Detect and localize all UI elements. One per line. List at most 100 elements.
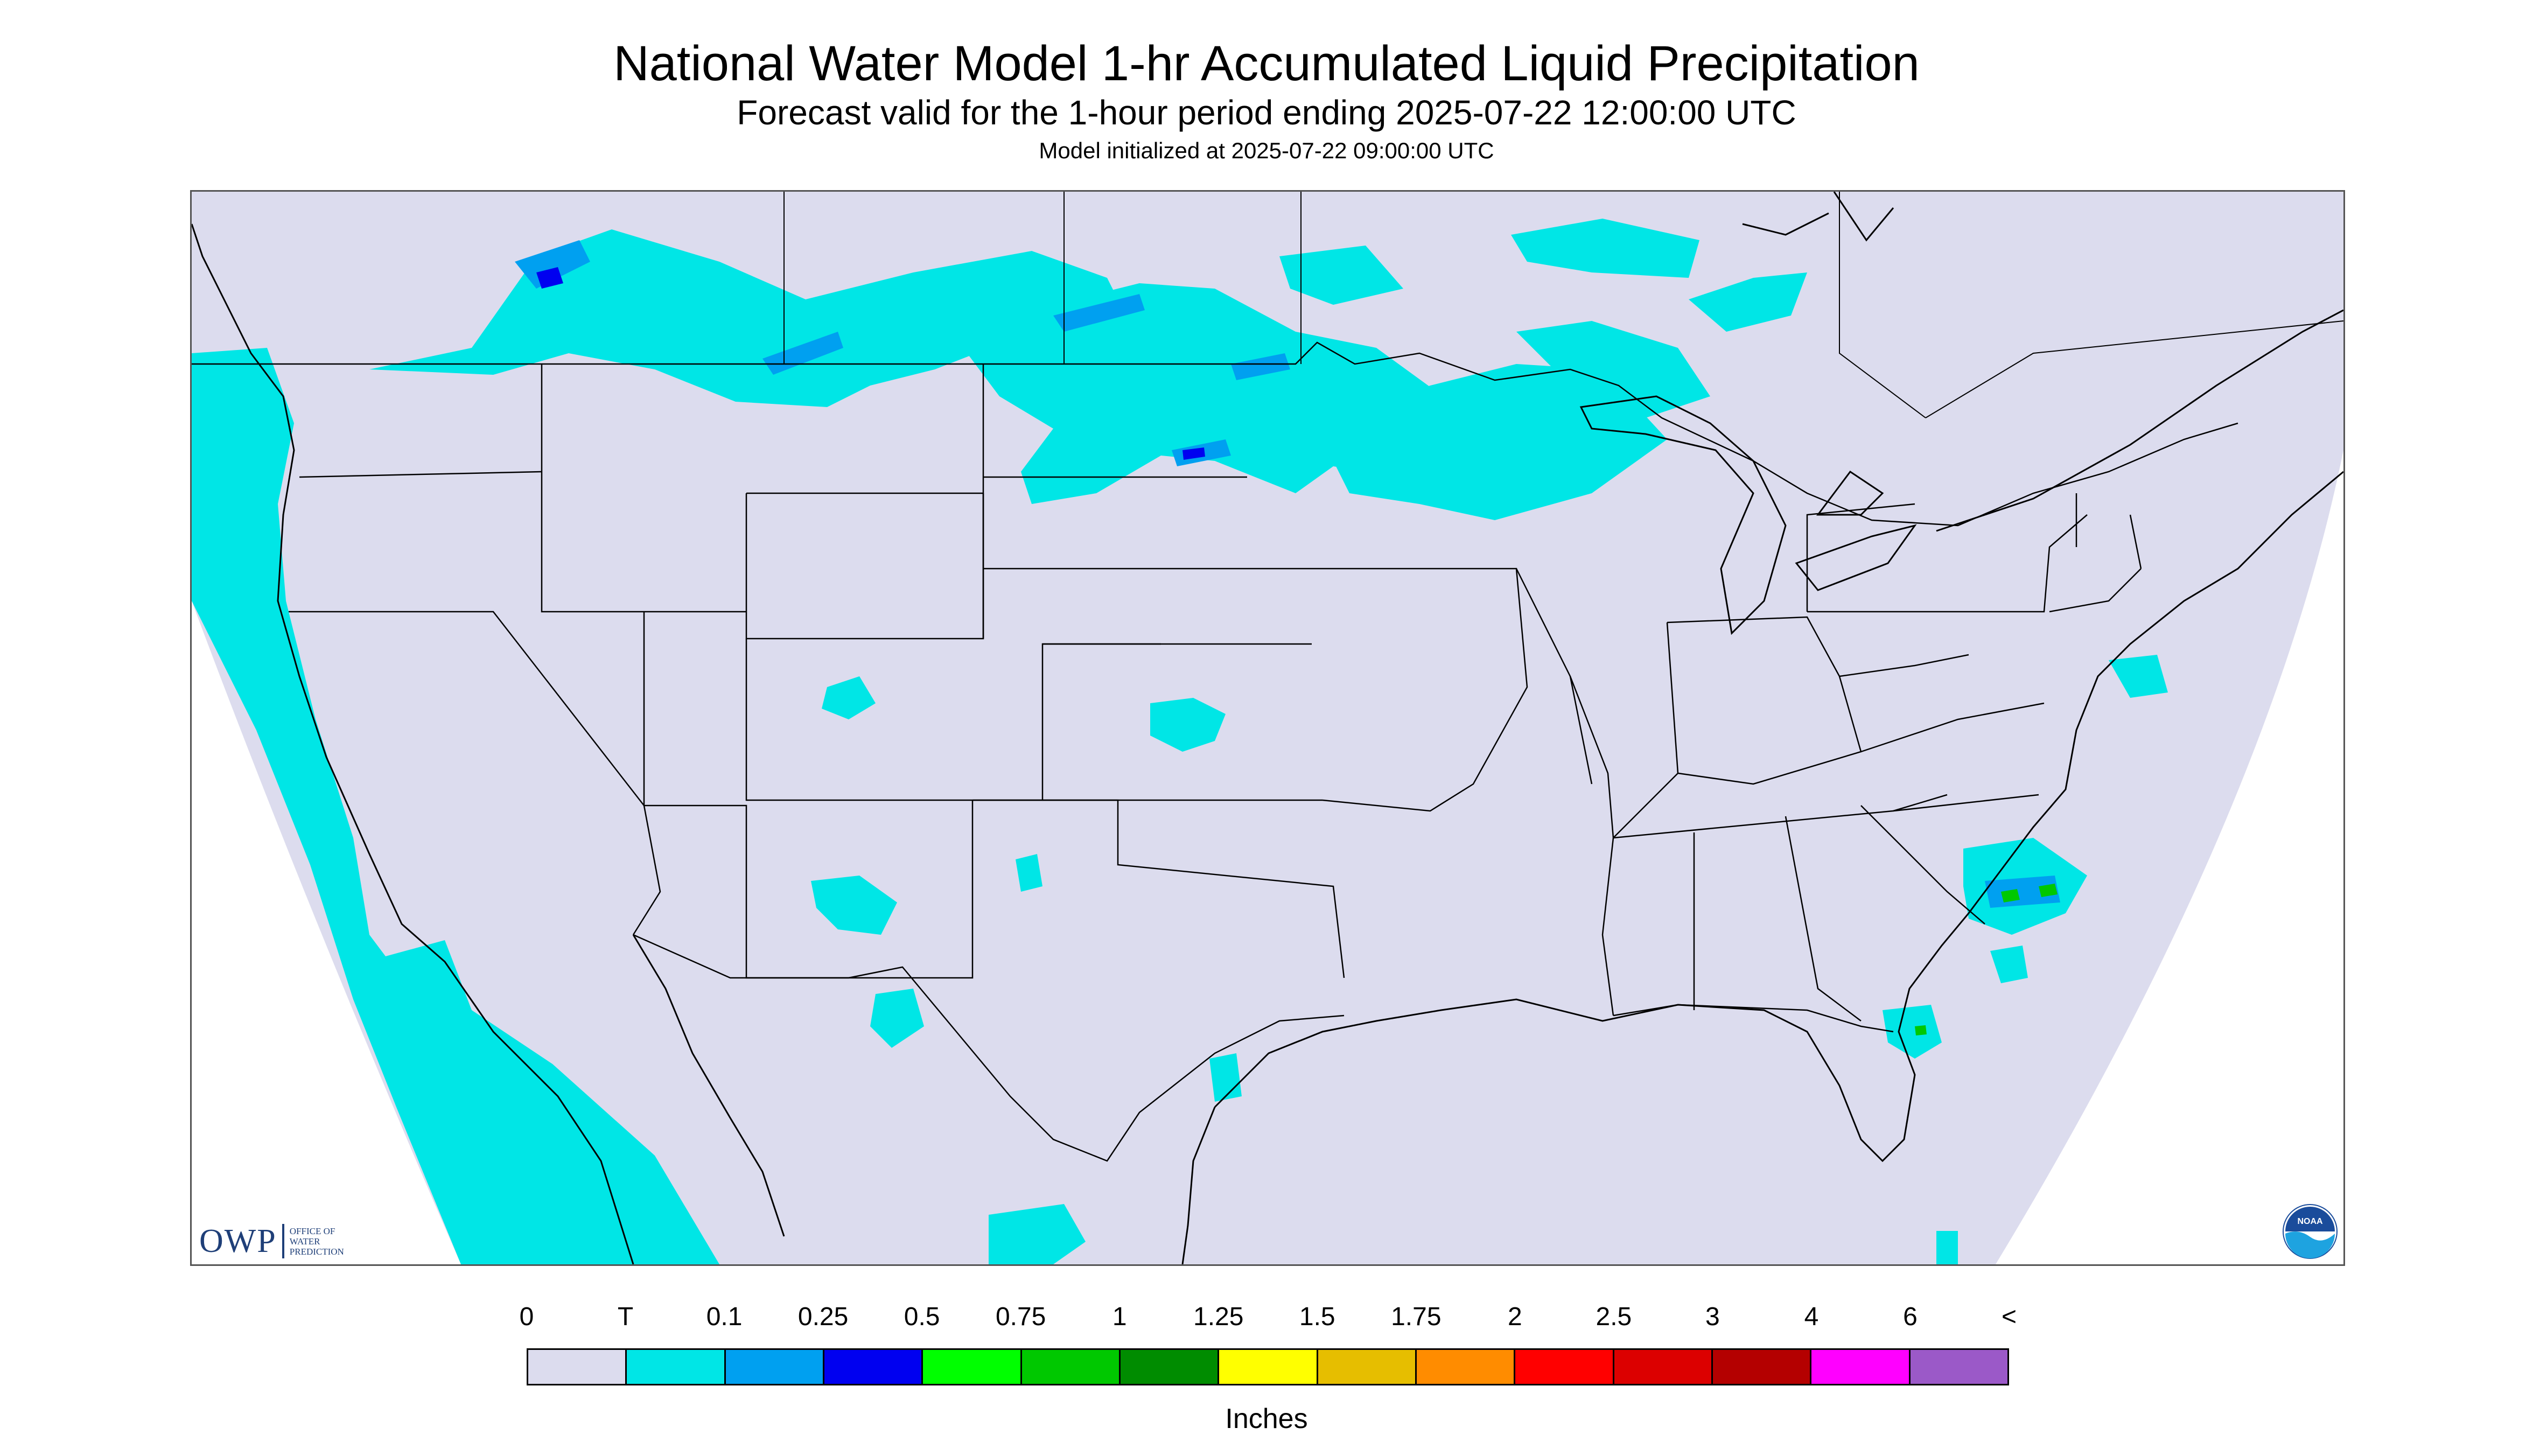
owp-logo-divider bbox=[282, 1224, 284, 1258]
southeast-states bbox=[1693, 805, 1985, 1021]
map-canvas bbox=[192, 192, 2343, 1264]
legend-swatch bbox=[824, 1350, 923, 1384]
legend-units: Inches bbox=[1225, 1403, 1308, 1434]
legend-tick-label: 0.75 bbox=[995, 1303, 1046, 1331]
canada-border bbox=[192, 341, 2238, 527]
virginia-carolina bbox=[1839, 654, 2045, 812]
owp-logo-line: Office of bbox=[289, 1226, 335, 1236]
superior-cloud bbox=[1516, 321, 1710, 418]
legend-tick-label: 2 bbox=[1507, 1303, 1522, 1331]
legend-tick-label: 1.5 bbox=[1299, 1303, 1335, 1331]
legend-swatch bbox=[1120, 1350, 1220, 1384]
legend-swatch bbox=[923, 1350, 1022, 1384]
noaa-logo-text: NOAA bbox=[2297, 1217, 2323, 1226]
pennsylvania-ny bbox=[1806, 503, 2088, 613]
legend-swatch bbox=[1416, 1350, 1516, 1384]
legend-swatch bbox=[1910, 1350, 2007, 1384]
legend-swatch bbox=[1811, 1350, 1911, 1384]
owp-logo-line: Prediction bbox=[289, 1246, 344, 1257]
legend-tick-label: 1.75 bbox=[1391, 1303, 1442, 1331]
precip-moderate-areas bbox=[536, 267, 1205, 460]
gulf-line bbox=[1613, 1004, 1894, 1033]
legend-tick-label: 0.5 bbox=[904, 1303, 940, 1331]
legend-swatch bbox=[1515, 1350, 1614, 1384]
texas-cloud bbox=[870, 989, 924, 1048]
canada-provinces bbox=[783, 192, 2343, 418]
oklahoma-texas bbox=[972, 799, 1345, 978]
precip-legend-bar bbox=[527, 1348, 2009, 1385]
gulf-coast bbox=[1214, 471, 2343, 1163]
mexico-cloud bbox=[989, 1204, 1086, 1264]
state-boundaries bbox=[192, 341, 2238, 1162]
legend-swatch bbox=[1318, 1350, 1417, 1384]
map-subtitle: Forecast valid for the 1-hour period end… bbox=[737, 93, 1796, 132]
nm-cloud bbox=[811, 876, 897, 935]
nd-cloud-east bbox=[1279, 246, 1403, 305]
legend-tick-label: 3 bbox=[1705, 1303, 1720, 1331]
map-title: National Water Model 1-hr Accumulated Li… bbox=[613, 36, 1920, 91]
legend-tick-label: 1.25 bbox=[1193, 1303, 1244, 1331]
florida-strait-cloud bbox=[1936, 1231, 1958, 1264]
model-init-line: Model initialized at 2025-07-22 09:00:00… bbox=[1039, 138, 1494, 163]
atlantic-core-3 bbox=[1915, 1025, 1927, 1035]
atlantic-core-1 bbox=[2001, 889, 2020, 902]
ohio-kentucky bbox=[1667, 616, 1862, 785]
texas-mexico bbox=[848, 966, 1345, 1162]
legend-tick-label: T bbox=[617, 1303, 634, 1331]
pacific-coast-precip bbox=[192, 348, 719, 1264]
legend-swatch bbox=[1712, 1350, 1812, 1384]
legend-swatch bbox=[1219, 1350, 1318, 1384]
dakota-core bbox=[1182, 447, 1205, 460]
legend-swatch bbox=[1021, 1350, 1121, 1384]
great-lakes bbox=[1579, 395, 1917, 635]
precipitation-map bbox=[190, 190, 2345, 1266]
dakota-band-1 bbox=[1053, 294, 1145, 332]
legend-tick-label: 4 bbox=[1804, 1303, 1819, 1331]
west-coast bbox=[192, 223, 634, 1264]
owp-logo-line: Water bbox=[289, 1236, 320, 1247]
mexico-gulf-coast bbox=[1181, 1107, 1216, 1264]
owp-logo: OWP Office of Water Prediction bbox=[199, 1220, 344, 1263]
legend-tick-label: 6 bbox=[1903, 1303, 1918, 1331]
nm-cloud2 bbox=[1016, 854, 1042, 892]
baja-coast bbox=[632, 934, 785, 1237]
dakotas bbox=[982, 364, 1269, 639]
model-domain bbox=[192, 192, 2343, 1264]
precip-heavy-areas bbox=[1915, 884, 2058, 1035]
atlantic-cloud-2 bbox=[1883, 1005, 1942, 1059]
kansas-cloud bbox=[1150, 698, 1226, 752]
legend-tick-label: 0.1 bbox=[706, 1303, 743, 1331]
arizona-mexico bbox=[633, 934, 849, 979]
st-lawrence bbox=[1936, 309, 2343, 532]
legend-tick-label: 2.5 bbox=[1596, 1303, 1632, 1331]
legend-swatch bbox=[528, 1350, 627, 1384]
atlantic-cloud-3 bbox=[1990, 946, 2028, 983]
colorado-cloud bbox=[822, 676, 876, 719]
new-england bbox=[2049, 493, 2142, 613]
wisconsin-cloud bbox=[1333, 364, 1667, 520]
dakota-cloud bbox=[967, 283, 1446, 504]
legend-tick-label: < bbox=[2001, 1303, 2017, 1331]
legend-swatch bbox=[1614, 1350, 1713, 1384]
gulf-cloud bbox=[1209, 1053, 1242, 1102]
province-lines bbox=[783, 192, 2343, 418]
legend-swatch bbox=[725, 1350, 824, 1384]
idaho-line bbox=[541, 364, 746, 613]
legend-swatch bbox=[627, 1350, 726, 1384]
owp-logo-letters: OWP bbox=[199, 1222, 277, 1259]
ontario-cloud bbox=[1511, 219, 1699, 278]
mississippi-river bbox=[1515, 568, 1614, 1016]
atlantic-cloud-4 bbox=[2109, 655, 2168, 698]
washington-oregon bbox=[299, 471, 542, 478]
legend-tick-label: 0 bbox=[519, 1303, 534, 1331]
montana-core bbox=[536, 267, 563, 289]
noaa-logo: NOAA bbox=[2283, 1204, 2338, 1259]
hudson-bay-edge bbox=[1742, 192, 1894, 242]
owp-logo-subtitle: Office of Water Prediction bbox=[290, 1226, 344, 1257]
legend-tick-label: 0.25 bbox=[797, 1303, 849, 1331]
legend-tick-label: 1 bbox=[1112, 1303, 1127, 1331]
dakota-band-3 bbox=[1231, 353, 1290, 380]
quebec-cloud bbox=[1689, 272, 1807, 332]
atlantic-core-2 bbox=[2039, 884, 2058, 897]
missouri-iowa bbox=[1269, 568, 1528, 812]
